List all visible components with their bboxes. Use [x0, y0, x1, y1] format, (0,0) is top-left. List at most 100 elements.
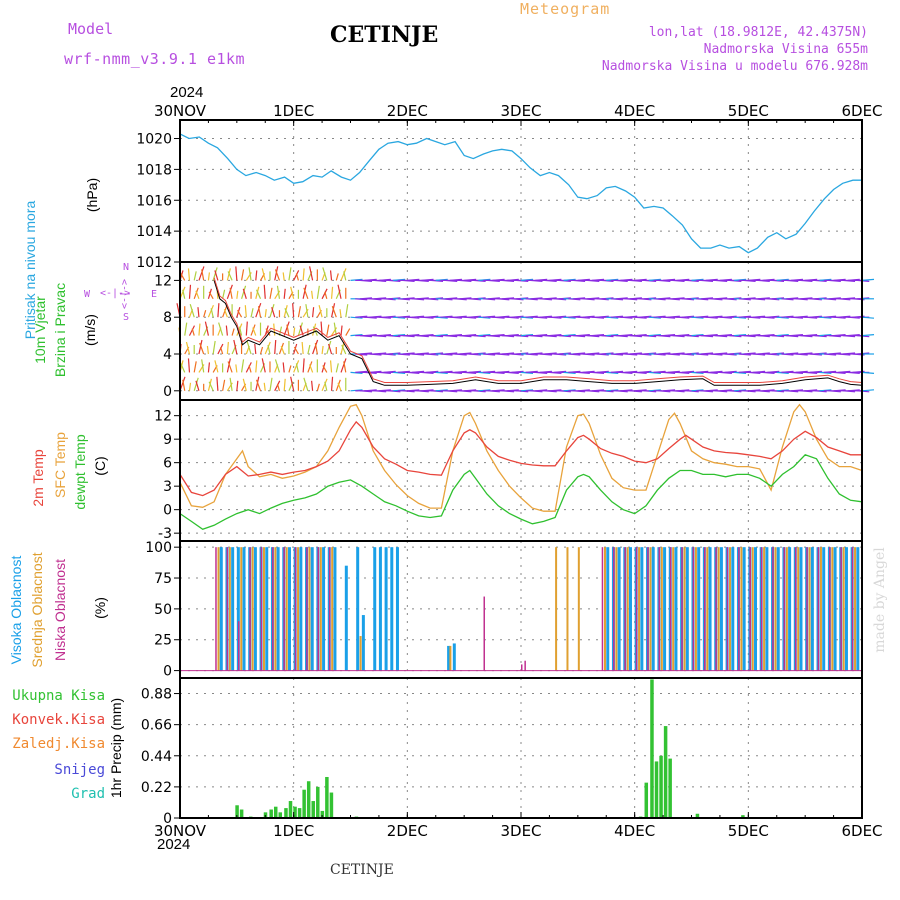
- wind-barb: [222, 289, 226, 299]
- wind-barb: [544, 335, 557, 338]
- wind-barb: [216, 376, 219, 391]
- cloud-bar: [251, 547, 254, 671]
- wind-barb: [307, 361, 313, 373]
- wind-barb: [861, 334, 875, 337]
- wind-barb: [729, 279, 742, 282]
- wind-barb: [828, 279, 841, 282]
- wind-barb: [824, 298, 837, 301]
- wind-barb: [293, 327, 296, 336]
- precip-bar: [288, 801, 293, 818]
- wind-barb: [255, 289, 262, 300]
- wind-barb: [743, 390, 756, 393]
- wind-barb: [293, 346, 299, 355]
- wind-barb: [264, 309, 267, 318]
- wind-barb: [263, 284, 266, 299]
- wind-barb: [658, 335, 671, 338]
- wind-barb: [255, 376, 260, 391]
- cloud-bar: [231, 547, 235, 671]
- precip-bar: [235, 805, 239, 818]
- wind-barb: [596, 298, 609, 301]
- wind-barb: [861, 316, 875, 319]
- elevation-label: Nadmorska Visina 655m: [703, 42, 868, 57]
- wind-barb: [435, 371, 448, 374]
- ytick-label-precip: 0: [163, 811, 172, 827]
- cloud-bar: [706, 547, 709, 671]
- wind-barb: [421, 371, 434, 374]
- time-tick-top: 5DEC: [728, 102, 769, 120]
- precip-bar: [644, 782, 649, 818]
- wind-barb: [246, 340, 252, 355]
- wind-barb: [282, 272, 285, 281]
- wind-barb: [199, 342, 205, 355]
- wind-barb: [705, 371, 718, 374]
- wind-barb: [309, 266, 314, 281]
- wind-barb: [274, 359, 281, 373]
- wind-barb: [715, 390, 728, 393]
- wind-barb: [182, 379, 186, 391]
- cloud-bar: [294, 547, 297, 671]
- wind-barb: [644, 390, 657, 393]
- wind-barb: [240, 359, 245, 373]
- wind-barb: [210, 308, 214, 318]
- wind-barb: [329, 270, 333, 281]
- wind-barb: [506, 371, 519, 374]
- wind-barb: [269, 377, 273, 391]
- wind-barb: [549, 371, 562, 374]
- wind-barb: [340, 358, 347, 373]
- wind-barb: [355, 298, 368, 301]
- cloud-bar: [635, 547, 638, 671]
- wind-barb: [511, 353, 524, 356]
- wind-barb: [767, 353, 780, 356]
- wind-barb: [833, 316, 846, 319]
- wind-barb: [516, 335, 529, 338]
- wind-barb: [248, 365, 252, 373]
- meteogram-label: Meteogram: [520, 0, 611, 18]
- wind-barb: [290, 286, 295, 299]
- wind-barb: [231, 328, 235, 336]
- wind-barb: [715, 279, 728, 282]
- wind-barb: [283, 321, 290, 336]
- wind-barb: [257, 306, 262, 318]
- wind-barb: [421, 316, 434, 319]
- ytick-label-pressure: 1018: [136, 162, 172, 178]
- wind-barb: [245, 362, 252, 373]
- wind-barb: [407, 316, 420, 319]
- wind-barb: [180, 363, 186, 373]
- cloud-bar: [674, 547, 678, 671]
- cloud-bar: [328, 547, 331, 671]
- precip-bar: [293, 806, 297, 818]
- wind-barb: [240, 269, 245, 281]
- wind-barb: [705, 316, 718, 319]
- wind-barb: [734, 371, 747, 374]
- wind-barb: [454, 298, 467, 301]
- dewpt-line: [179, 454, 863, 531]
- wind-barb: [237, 309, 243, 318]
- wind-barb: [321, 288, 328, 300]
- wind-barb: [269, 304, 275, 318]
- wind-barb: [318, 305, 323, 318]
- time-tick-top: 1DEC: [273, 102, 314, 120]
- wind-barb: [276, 285, 281, 299]
- wind-barb: [487, 335, 500, 338]
- precip-legend-hail: Grad: [71, 786, 105, 802]
- wind-barb: [416, 390, 429, 393]
- cloud-bar: [719, 547, 723, 671]
- wind-barb: [715, 335, 728, 338]
- wind-barb: [278, 342, 285, 355]
- wind-barb: [312, 307, 315, 318]
- precip-legend-rain: Ukupna Kisa: [12, 688, 105, 704]
- wind-barb: [615, 279, 628, 282]
- wind-barb: [393, 371, 406, 374]
- wind-barb: [762, 371, 775, 374]
- wind-barb: [771, 279, 785, 282]
- wind-barb: [577, 316, 590, 319]
- wind-barb: [445, 335, 458, 338]
- wind-barb: [188, 325, 196, 336]
- wind-barb: [182, 289, 186, 299]
- wind-barb: [255, 360, 258, 373]
- wind-barb: [235, 266, 238, 281]
- wind-barb: [226, 284, 233, 300]
- wind-barb: [814, 279, 827, 282]
- wind-barb: [483, 353, 496, 356]
- wind-barb: [843, 390, 856, 393]
